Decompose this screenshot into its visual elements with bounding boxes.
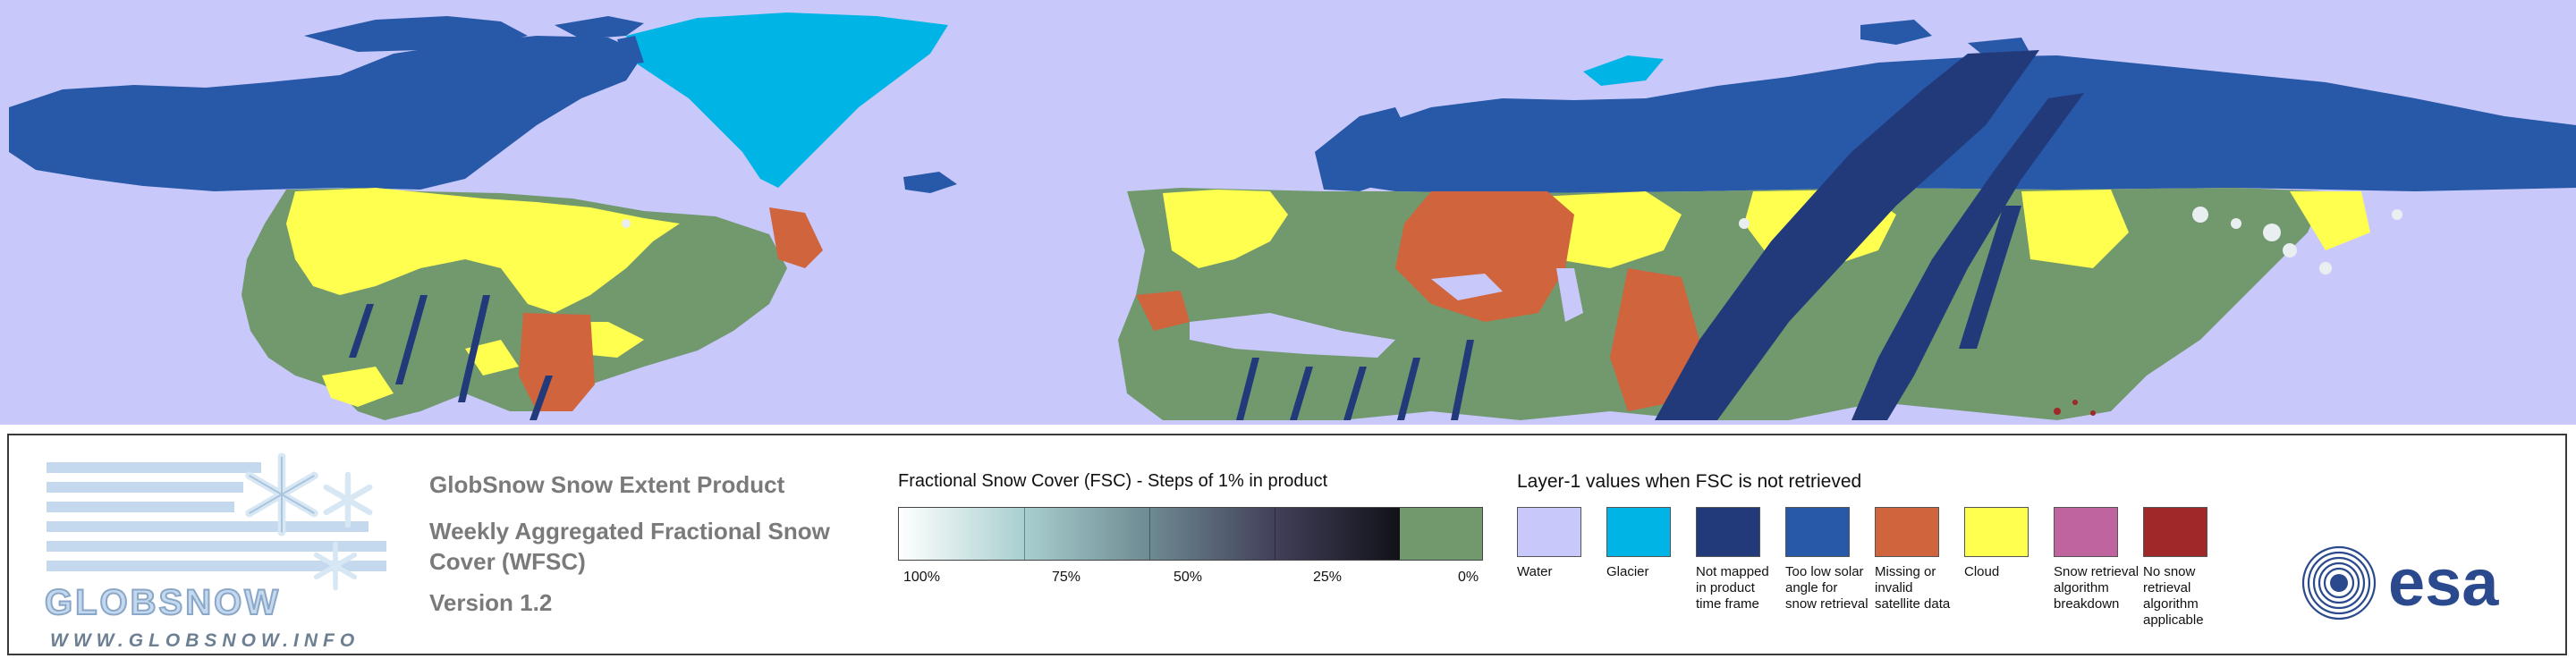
layer1-legend-item: Glacier [1606,507,1692,580]
esa-logo: esa [2301,545,2499,621]
layer1-legend-item: Snow retrieval algorithm breakdown [2054,507,2140,612]
fsc-color-bar [898,507,1483,561]
layer1-swatch [2143,507,2207,557]
layer1-label: Not mapped in product time frame [1696,564,1769,612]
fsc-tick [1024,508,1025,560]
fsc-zero-swatch [1400,508,1482,560]
layer1-swatch [1964,507,2029,557]
logo-stripe [47,482,243,493]
logo-stripe [47,521,369,532]
layer1-label: Missing or invalid satellite data [1875,564,1951,612]
eurasia-not-mapped-swath [1959,206,2021,349]
layer1-label: Water [1517,564,1553,579]
eurasia-not-mapped-swath [1852,93,2084,420]
eurasia-cloud [1538,191,1682,268]
north-america-not-mapped-swath [458,295,490,402]
eurasia-cloud [1163,190,1288,268]
layer1-label: Cloud [1964,564,2000,579]
fsc-label-100: 100% [903,570,940,585]
layer1-legend-item: Not mapped in product time frame [1696,507,1782,612]
scandinavia [1315,107,1413,191]
layer1-label: Glacier [1606,564,1649,579]
north-america-cloud [465,340,519,376]
fsc-gradient [899,508,1400,560]
north-america-not-mapped-swath [395,295,428,384]
eurasia-missing [1395,191,1574,322]
black-sea [1431,274,1503,300]
fsc-label-75: 75% [1052,570,1081,585]
logo-stripe [47,541,386,552]
eurasia-not-mapped-swath [1655,50,2039,420]
layer1-legend-item: Missing or invalid satellite data [1875,507,1961,612]
iceland [903,172,957,193]
globsnow-wordmark: GLOBSNOW [44,582,281,623]
layer1-label: No snow retrieval algorithm applicable [2143,564,2204,628]
north-america-low-sun-area [9,36,644,191]
layer1-legend-item: No snow retrieval algorithm applicable [2143,507,2229,629]
globsnow-logo: GLOBSNOW WWW.GLOBSNOW.INFO [38,452,395,657]
layer1-legend-item: Too low solar angle for snow retrieval [1785,507,1871,612]
eurasia-missing [1610,268,1699,411]
africa-not-mapped-swath [1343,367,1367,420]
snow-cover-patches [622,207,2402,274]
layer1-swatch [1785,507,1850,557]
novaya-zemlya [1860,20,1932,45]
layer1-swatch [2054,507,2118,557]
eurasia-missing [1136,291,1190,331]
eurasia-cloud [2021,190,2129,268]
logo-stripe [47,462,261,473]
africa-not-mapped-swath [1236,358,1259,420]
fsc-label-25: 25% [1313,570,1343,585]
layer1-swatch [1517,507,1581,557]
layer1-swatch [1606,507,1671,557]
mediterranean-sea [1190,313,1395,358]
product-subtitle: Weekly Aggregated Fractional Snow Cover … [429,518,830,575]
globsnow-url: WWW.GLOBSNOW.INFO [50,630,360,651]
greenland-coast [617,36,644,64]
africa-not-mapped-swath [1290,367,1313,420]
africa-not-mapped-swath [1397,358,1420,420]
north-america-missing [769,207,823,268]
legend-panel: GLOBSNOW WWW.GLOBSNOW.INFO GlobSnow Snow… [7,434,2567,655]
layer1-title: Layer-1 values when FSC is not retrieved [1517,471,1862,492]
layer1-label: Snow retrieval algorithm breakdown [2054,564,2140,612]
product-version: Version 1.2 [429,589,553,616]
greenland-glacier [626,13,948,188]
arctic-islands [555,16,644,39]
snow-cover-map [0,0,2576,425]
caspian-sea [1556,268,1583,322]
eurasia-cloud [2290,191,2370,250]
north-america-missing [519,313,595,411]
snowflake-icon [313,541,358,591]
svalbard-glacier [1583,55,1664,86]
snowflake-icon [245,452,318,536]
arctic-islands [411,55,492,86]
logo-stripe [47,561,386,571]
layer1-label: Too low solar angle for snow retrieval [1785,564,1868,612]
north-america-not-mapped-swath [530,376,553,420]
logo-stripe [47,502,234,512]
layer1-legend-item: Cloud [1964,507,2050,580]
esa-logo-text: esa [2388,545,2499,620]
layer1-swatch [1875,507,1939,557]
no-retrieval-patches [2054,400,2096,416]
layer1-legend-item: Water [1517,507,1603,580]
fsc-label-50: 50% [1174,570,1203,585]
layer1-swatch [1696,507,1760,557]
fsc-tick [1149,508,1150,560]
fsc-label-0: 0% [1458,570,1479,585]
north-america-cloud [286,188,680,313]
snowflake-icon [323,471,373,528]
product-title: GlobSnow Snow Extent Product [429,471,785,498]
africa-not-mapped-swath [1451,340,1474,420]
arctic-islands [304,16,528,52]
north-america-cloud [322,367,394,407]
north-america-not-mapped-swath [349,304,374,358]
fsc-scale-title: Fractional Snow Cover (FSC) - Steps of 1… [898,471,1328,491]
